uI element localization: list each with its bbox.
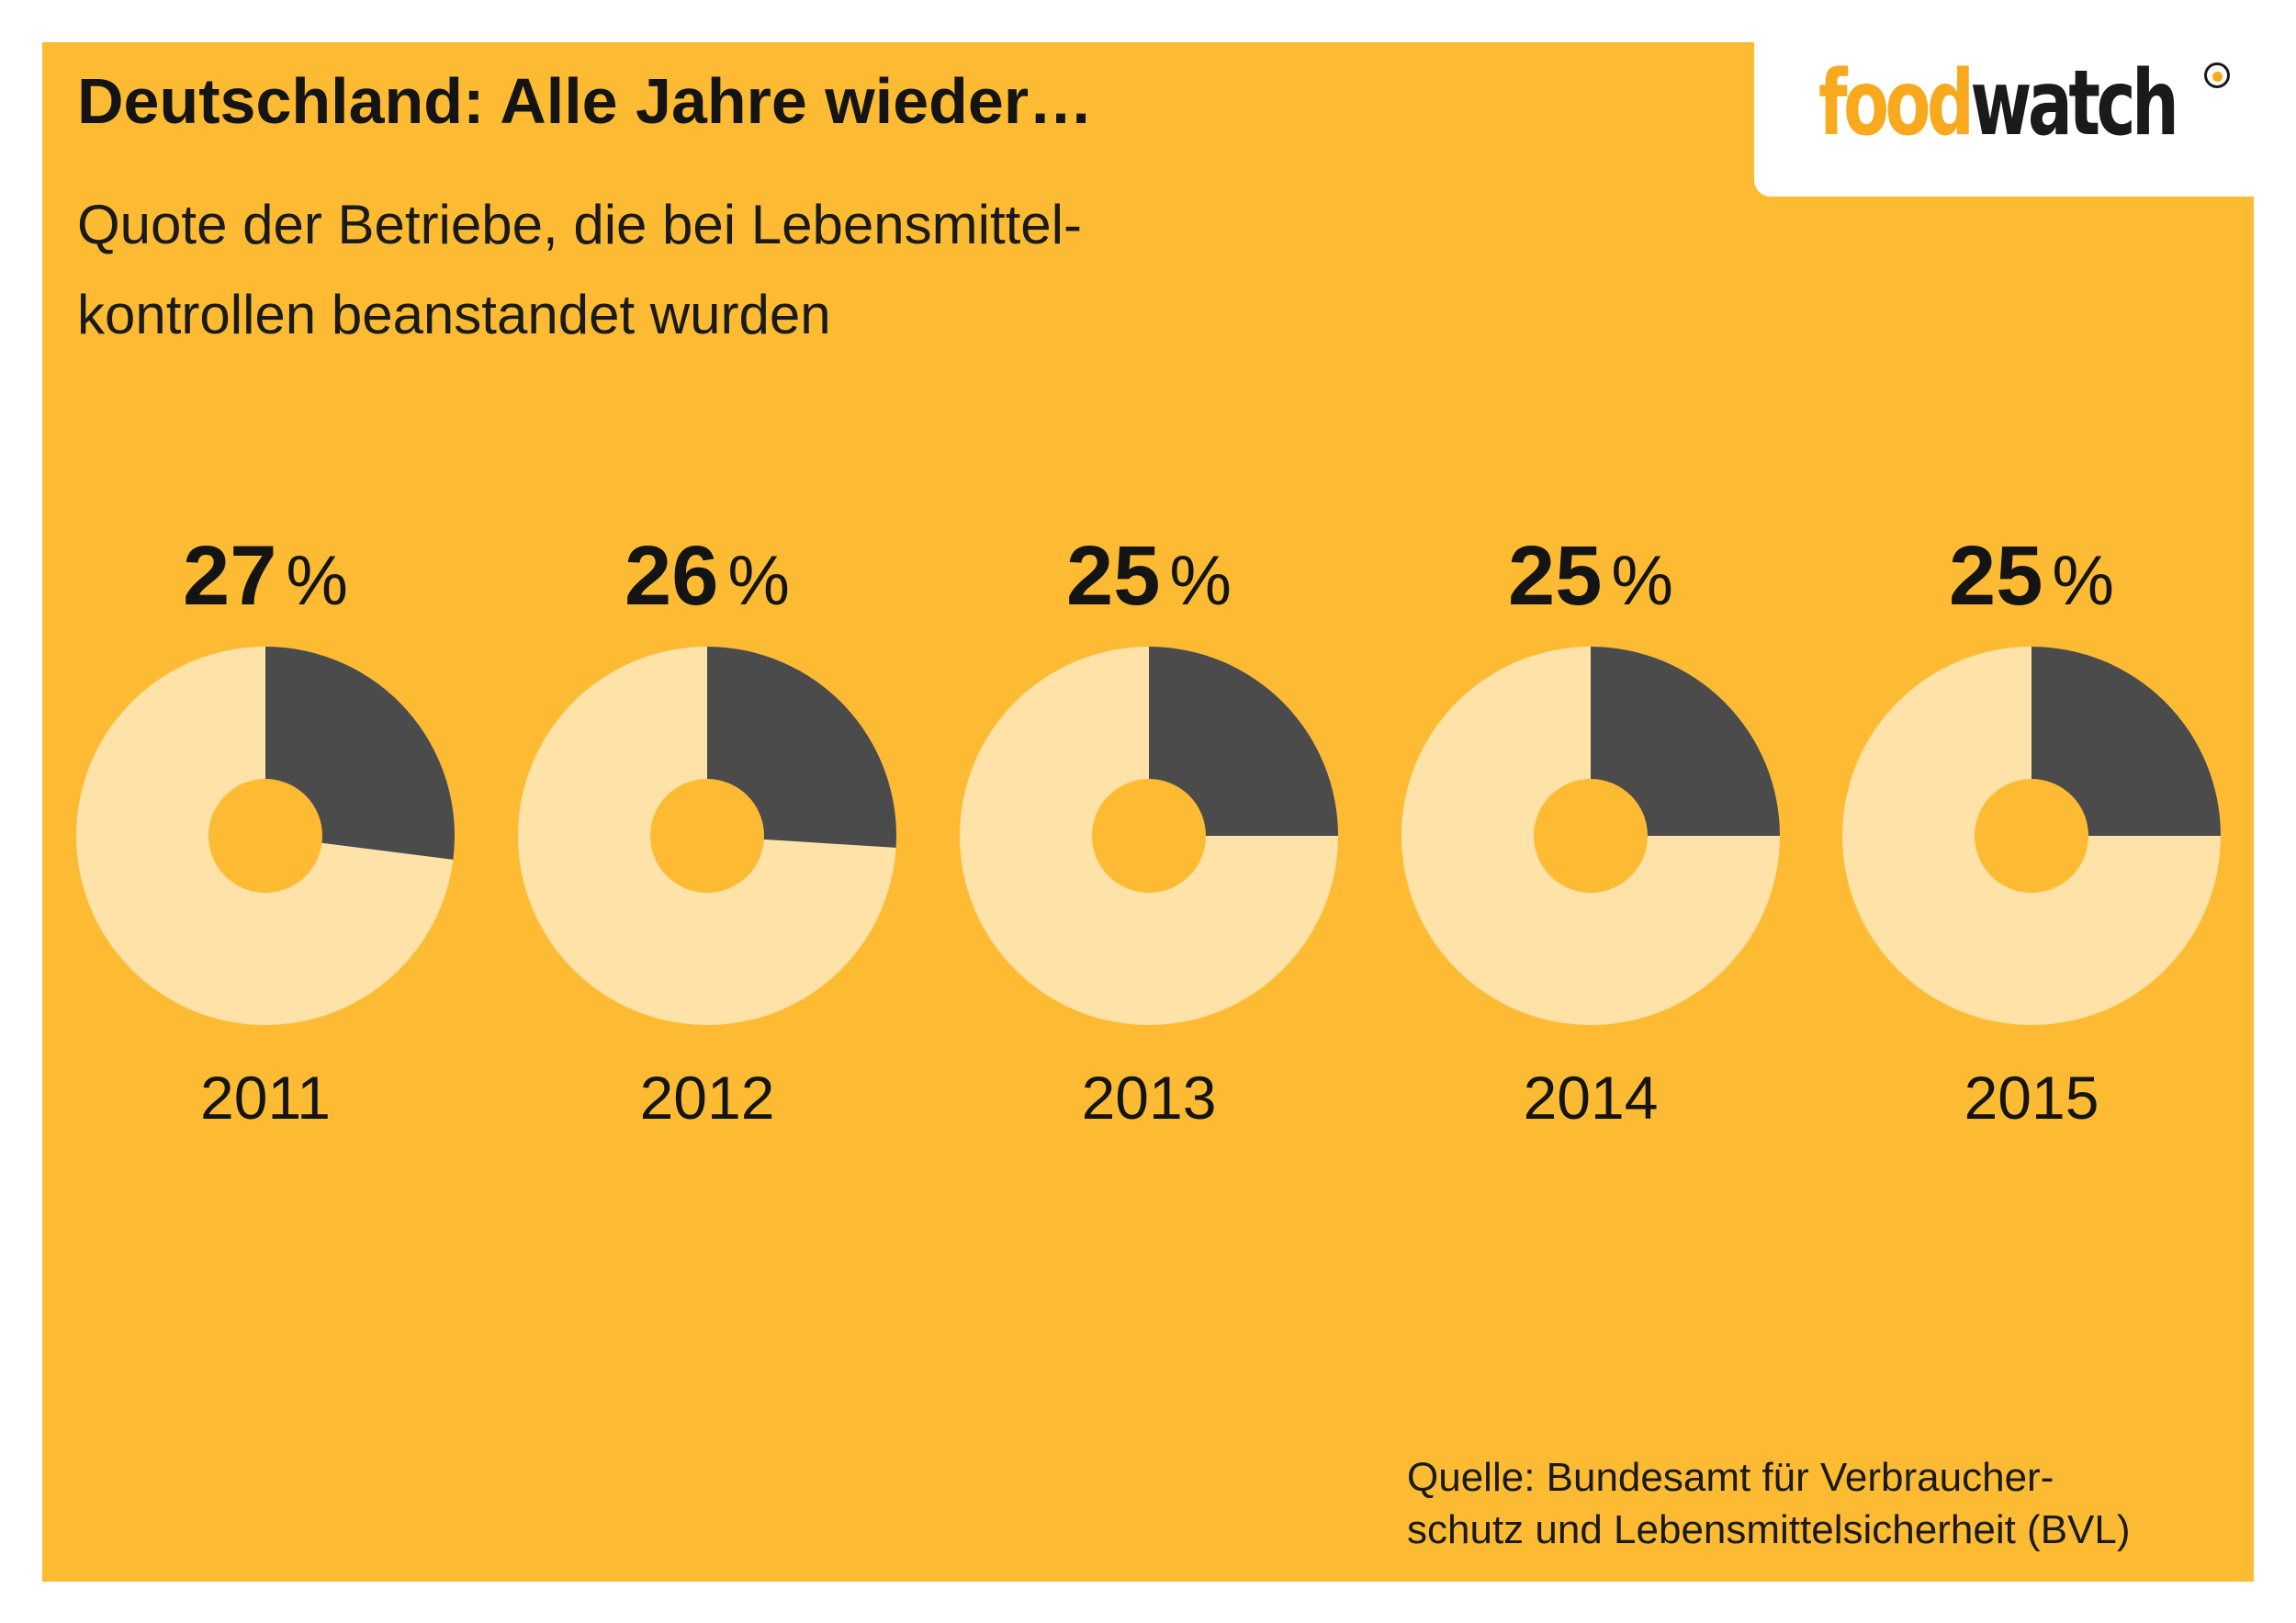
value-number-2011: 27: [183, 529, 276, 623]
donut-hole-2011: [208, 779, 322, 893]
foodwatch-logo-box: foodwatch: [1754, 42, 2254, 197]
value-number-2014: 25: [1508, 529, 1602, 623]
value-number-2015: 25: [1949, 529, 2043, 623]
donut-hole-2014: [1534, 779, 1648, 893]
source-line-2: schutz und Lebensmittelsicherheit (BVL): [1407, 1507, 2131, 1552]
value-label-2011: 27%: [183, 529, 348, 623]
donut-value-slice-2015: [2032, 647, 2221, 836]
logo-text-food: food: [1818, 51, 1975, 156]
value-label-2013: 25%: [1066, 529, 1232, 623]
foodwatch-logo: foodwatch: [1818, 59, 2179, 149]
year-label-2015: 2015: [1964, 1064, 2099, 1132]
chart-subtitle: Quote der Betriebe, die bei Lebensmittel…: [77, 180, 1082, 360]
donut-value-slice-2012: [707, 647, 896, 848]
value-label-2014: 25%: [1508, 529, 1673, 623]
donut-hole-2015: [1975, 779, 2088, 893]
value-number-2013: 25: [1066, 529, 1160, 623]
value-label-2012: 26%: [625, 529, 790, 623]
subtitle-line-1: Quote der Betriebe, die bei Lebensmittel…: [77, 194, 1082, 255]
value-unit-2012: %: [727, 542, 790, 620]
year-label-2014: 2014: [1524, 1064, 1659, 1132]
value-unit-2011: %: [286, 542, 348, 620]
value-unit-2014: %: [1611, 542, 1673, 620]
donut-value-slice-2014: [1591, 647, 1780, 836]
value-number-2012: 26: [625, 529, 718, 623]
year-label-2013: 2013: [1082, 1064, 1217, 1132]
year-label-2012: 2012: [640, 1064, 775, 1132]
donut-value-slice-2013: [1149, 647, 1338, 836]
apple-logo-icon: [2204, 62, 2230, 88]
subtitle-line-2: kontrollen beanstandet wurden: [77, 284, 831, 345]
chart-title: Deutschland: Alle Jahre wieder…: [77, 65, 1094, 137]
source-note: Quelle: Bundesamt für Verbraucher- schut…: [1407, 1451, 2131, 1556]
donut-hole-2012: [650, 779, 764, 893]
donut-hole-2013: [1092, 779, 1206, 893]
value-unit-2013: %: [1169, 542, 1232, 620]
value-label-2015: 25%: [1949, 529, 2114, 623]
logo-text-watch: watch: [1970, 51, 2178, 156]
source-line-1: Quelle: Bundesamt für Verbraucher-: [1407, 1455, 2054, 1500]
value-unit-2015: %: [2052, 542, 2114, 620]
year-label-2011: 2011: [200, 1064, 331, 1132]
